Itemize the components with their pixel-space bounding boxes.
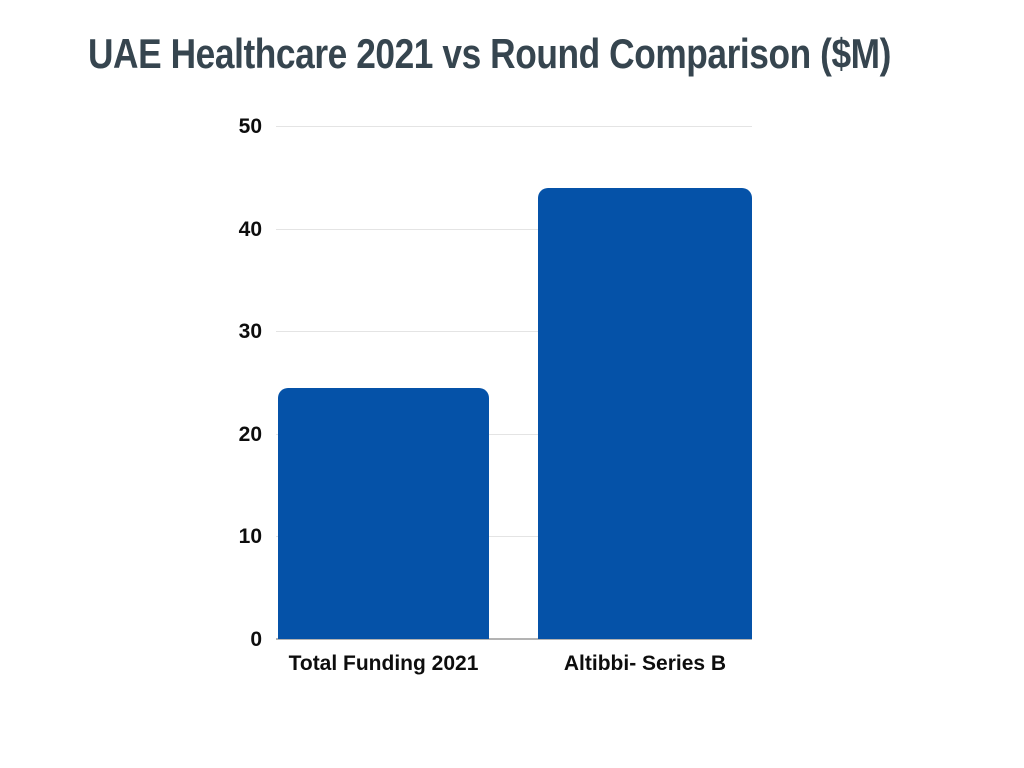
bar-altibbi-series-b [538,188,752,639]
gridline-30 [276,331,752,333]
chart-title: UAE Healthcare 2021 vs Round Comparison … [88,30,891,77]
x-axis-baseline [276,638,752,640]
gridline-10 [276,536,752,538]
x-axis-label-altibbi-series-b: Altibbi- Series B [563,652,727,675]
x-axis-label-total-funding-2021: Total Funding 2021 [288,652,479,675]
bar-total-funding-2021 [278,388,489,639]
y-tick-label-30: 30 [238,320,262,344]
y-tick-label-20: 20 [238,422,262,446]
gridline-40 [276,228,752,230]
gridline-50 [276,126,752,127]
y-tick-label-40: 40 [238,217,262,241]
gridline-20 [276,433,752,435]
y-tick-label-10: 10 [238,525,262,549]
y-tick-label-0: 0 [250,628,262,651]
y-tick-label-50: 50 [238,115,262,138]
